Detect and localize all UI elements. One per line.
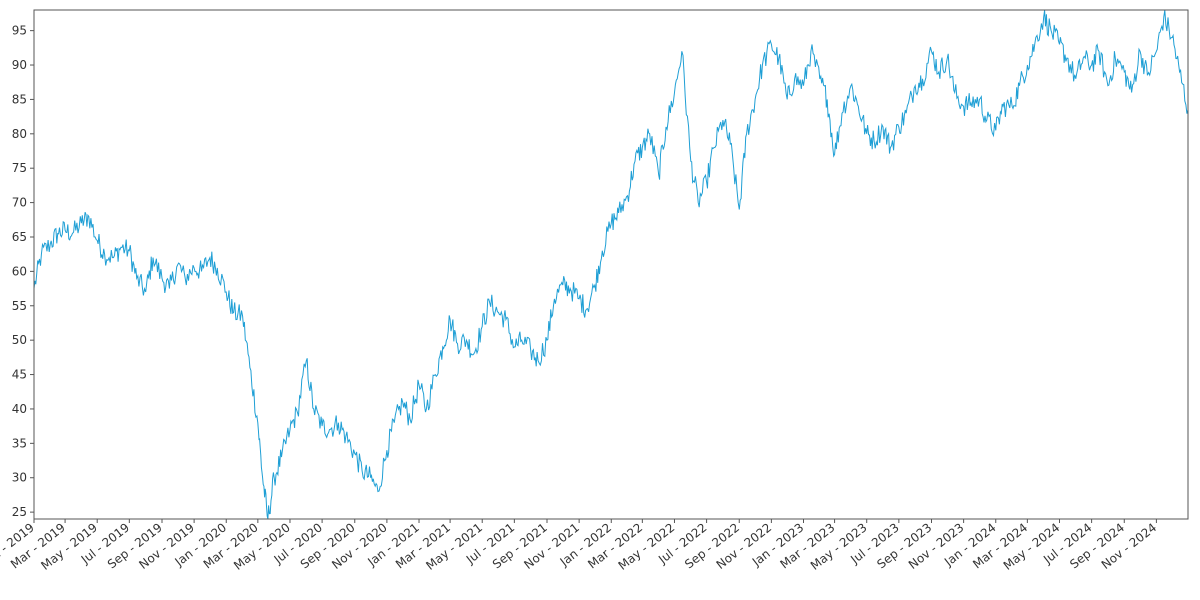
- y-tick-label: 50: [12, 333, 27, 347]
- y-tick-label: 45: [12, 368, 27, 382]
- y-tick-label: 95: [12, 24, 27, 38]
- y-tick-label: 40: [12, 402, 27, 416]
- series-line: [33, 10, 1189, 520]
- y-tick-label: 35: [12, 436, 27, 450]
- y-tick-label: 70: [12, 196, 27, 210]
- y-tick-label: 55: [12, 299, 27, 313]
- y-axis-ticks: 25 30 35 40 45 50 55 60 65 70 75 80 85 90 95: [12, 24, 34, 519]
- plot-area-frame: [33, 9, 1189, 520]
- y-tick-label: 75: [12, 161, 27, 175]
- series-group: [33, 10, 1189, 520]
- y-tick-label: 80: [12, 127, 27, 141]
- y-tick-label: 65: [12, 230, 27, 244]
- y-tick-label: 90: [12, 58, 27, 72]
- y-tick-label: 60: [12, 264, 27, 278]
- y-tick-label: 85: [12, 92, 27, 106]
- y-tick-label: 30: [12, 471, 27, 485]
- y-tick-label: 25: [12, 505, 27, 519]
